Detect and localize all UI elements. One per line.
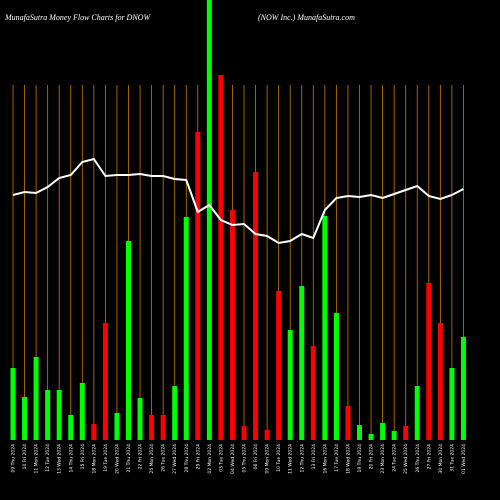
x-tick-label: 01 Wed 2024 [461, 444, 467, 474]
x-tick-label: 28 Thu 2024 [184, 444, 190, 473]
x-tick-label: 31 Tue 2024 [449, 444, 455, 472]
x-tick-label: 15 Fri 2024 [80, 444, 86, 470]
x-tick-label: 21 Thu 2024 [126, 444, 132, 473]
x-tick-label: 16 Mon 2024 [322, 444, 328, 474]
bar [102, 323, 108, 440]
bar [195, 132, 201, 440]
x-tick-label: 19 Thu 2024 [357, 444, 363, 473]
x-tick-label: 26 Thu 2024 [415, 444, 421, 473]
chart-subtitle: (NOW Inc.) MunafaSutra.com [258, 13, 355, 22]
bar [380, 423, 386, 440]
bar [310, 346, 316, 440]
x-tick-label: 20 Wed 2024 [114, 444, 120, 474]
bar [22, 397, 28, 440]
x-tick-label: 23 Mon 2024 [380, 444, 386, 474]
x-tick-label: 27 Wed 2024 [172, 444, 178, 474]
x-tick-label: 18 Wed 2024 [345, 444, 351, 474]
bar [460, 337, 466, 440]
money-flow-line [12, 157, 464, 245]
bar [368, 434, 374, 440]
x-tick-label: 19 Tue 2024 [103, 444, 109, 472]
bar [264, 430, 270, 440]
x-tick-label: 09 Thu 2024 [11, 444, 17, 473]
x-tick-label: 02 Mon 2024 [207, 444, 213, 474]
bar [287, 330, 293, 440]
x-tick-label: 26 Tue 2024 [161, 444, 167, 472]
bar [299, 286, 305, 440]
x-tick-label: 24 Tue 2024 [392, 444, 398, 472]
x-tick-label: 30 Mon 2024 [438, 444, 444, 474]
x-tick-label: 14 Thu 2024 [68, 444, 74, 473]
bar [426, 283, 432, 440]
x-tick-label: 11 Wed 2024 [288, 444, 294, 474]
bar [333, 313, 339, 440]
bar [91, 424, 97, 440]
x-tick-label: 09 Mon 2024 [265, 444, 271, 474]
chart-title: MunafaSutra Money Flow Charts for DNOW [4, 13, 151, 22]
bar [33, 357, 39, 440]
x-tick-label: 20 Fri 2024 [369, 444, 375, 470]
x-tick-label: 12 Tue 2024 [45, 444, 51, 472]
x-tick-label: 18 Mon 2024 [91, 444, 97, 474]
bar [241, 426, 247, 440]
bar [345, 406, 351, 440]
x-tick-label: 22 Fri 2024 [138, 444, 144, 470]
bar [414, 386, 420, 440]
bar [183, 217, 189, 440]
x-tick-label: 05 Thu 2024 [242, 444, 248, 473]
bar [218, 75, 224, 440]
x-tick-label: 27 Fri 2024 [426, 444, 432, 470]
bar [160, 415, 166, 440]
x-tick-label: 10 Tue 2024 [276, 444, 282, 472]
x-tick-label: 17 Tue 2024 [334, 444, 340, 472]
x-tick-label: 10 Fri 2024 [22, 444, 28, 470]
bar [403, 426, 409, 440]
bar [149, 415, 155, 440]
bar [357, 425, 362, 440]
x-tick-label: 12 Thu 2024 [299, 444, 305, 473]
bar [229, 210, 235, 440]
bar [449, 368, 455, 440]
bar [10, 368, 16, 440]
x-tick-label: 13 Wed 2024 [57, 444, 63, 474]
bar [276, 291, 282, 440]
x-tick-label: 03 Tue 2024 [218, 444, 224, 472]
bar [391, 431, 397, 440]
bar [126, 241, 131, 440]
bar [253, 172, 259, 440]
bar [79, 383, 85, 440]
bar [56, 390, 62, 440]
x-tick-label: 04 Wed 2024 [230, 444, 236, 474]
bar [114, 413, 120, 440]
x-tick-label: 25 Wed 2024 [403, 444, 409, 474]
bar [206, 0, 212, 440]
bar [172, 386, 178, 440]
x-tick-label: 29 Fri 2024 [195, 444, 201, 470]
bar [322, 216, 328, 440]
x-tick-label: 06 Fri 2024 [253, 444, 259, 470]
x-tick-label: 11 Mon 2024 [34, 444, 40, 474]
bar [137, 398, 143, 440]
bar [437, 323, 443, 440]
x-tick-label: 25 Mon 2024 [149, 444, 155, 474]
x-tick-label: 13 Fri 2024 [311, 444, 317, 470]
bar [45, 390, 51, 440]
bar [68, 415, 74, 440]
